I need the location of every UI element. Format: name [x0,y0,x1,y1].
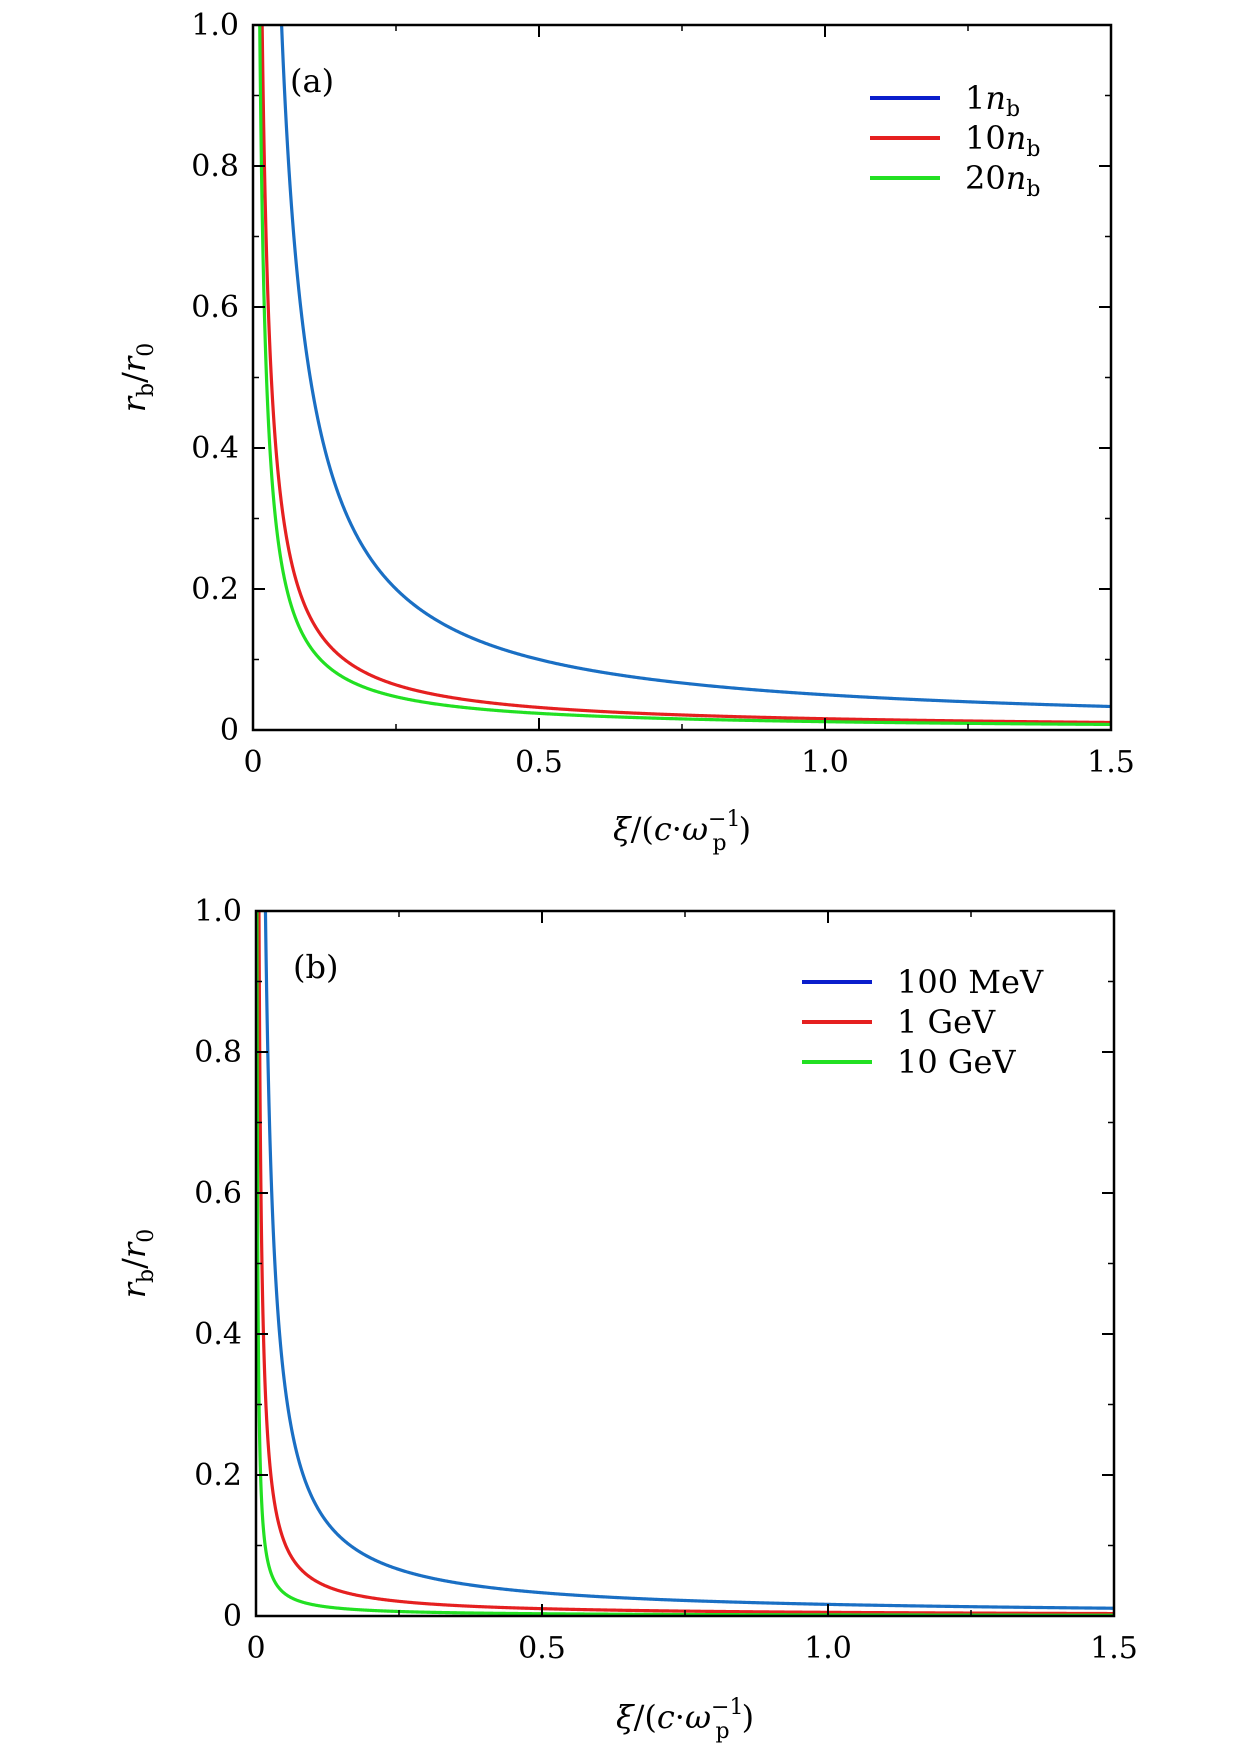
series-line-2 [258,25,1111,727]
y-tick-label: 0 [223,1599,242,1634]
plot-area [258,25,1111,727]
plot-area [256,911,1114,1616]
y-tick-label: 0.4 [191,431,239,466]
legend-label-1: 1 GeV [897,1003,996,1041]
panel-label: (a) [290,62,334,100]
panel-b: 0 0.2 0.4 0.6 0.8 1.0 0 0.5 1.0 1.5 (b) ξ/(c·ω−1 p) r… [115,894,1138,1744]
x-tick-label: 0 [246,1631,265,1666]
y-tick-label: 1.0 [194,894,242,929]
y-axis-label: rb/r0 [115,343,159,412]
panel-a: 0 0.2 0.4 0.6 0.8 1.0 0 0.5 1.0 1.5 (a) ξ/(c·ω−1 p) r… [115,8,1135,856]
y-axis-label: rb/r0 [115,1229,159,1298]
legend-label-0: 100 MeV [897,963,1044,1001]
y-tick-label: 0 [220,713,239,748]
y-tick-label: 0.2 [194,1458,242,1493]
series-line-1 [257,911,1114,1616]
y-tick-label: 0.4 [194,1317,242,1352]
legend-label-2: 20nb [965,159,1040,202]
legend-label-2: 10 GeV [897,1043,1016,1081]
series-line-0 [263,911,1114,1610]
x-tick-label: 0 [243,745,262,780]
y-tick-label: 1.0 [191,8,239,43]
x-axis-label: ξ/(c·ω−1 p) [616,1695,754,1744]
legend-label-0: 1nb [965,79,1020,122]
legend-label-1: 10nb [965,119,1040,162]
panel-label: (b) [293,948,338,986]
x-tick-label: 0.5 [518,1631,566,1666]
x-axis-label: ξ/(c·ω−1 p) [613,807,751,856]
x-tick-label: 0.5 [515,745,563,780]
x-tick-label: 1.5 [1087,745,1135,780]
y-tick-label: 0.8 [191,149,239,184]
y-tick-label: 0.2 [191,572,239,607]
series-line-2 [256,911,1114,1616]
y-tick-label: 0.8 [194,1035,242,1070]
y-tick-label: 0.6 [194,1176,242,1211]
y-tick-label: 0.6 [191,290,239,325]
series-line-1 [260,25,1111,725]
series-line-0 [280,25,1111,709]
x-tick-label: 1.0 [804,1631,852,1666]
x-tick-label: 1.0 [801,745,849,780]
x-tick-label: 1.5 [1090,1631,1138,1666]
